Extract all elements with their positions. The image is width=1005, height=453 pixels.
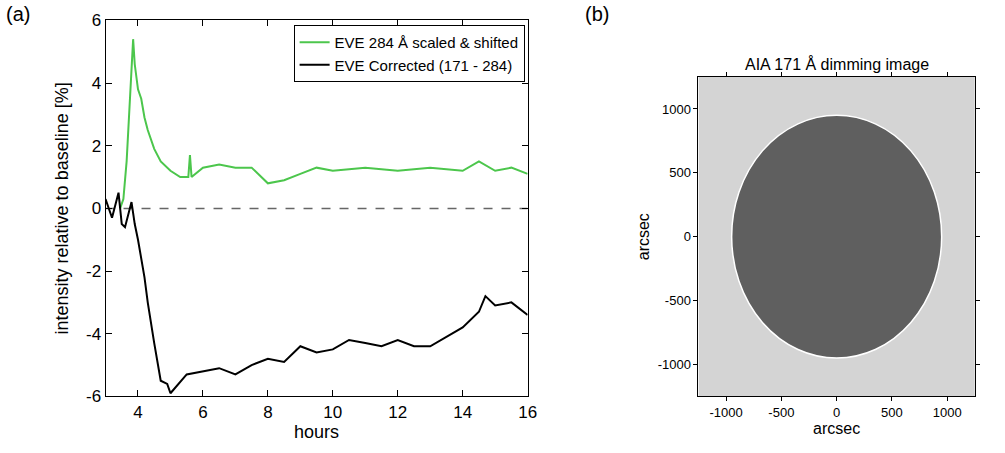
svg-text:0: 0 (833, 405, 840, 420)
svg-text:(a): (a) (6, 3, 30, 25)
svg-text:arcsec: arcsec (635, 213, 652, 260)
svg-text:2: 2 (92, 137, 101, 156)
svg-text:-1000: -1000 (709, 405, 742, 420)
svg-text:intensity relative to baseline: intensity relative to baseline [%] (52, 82, 72, 334)
svg-text:1000: 1000 (933, 405, 962, 420)
svg-text:-2: -2 (86, 262, 101, 281)
svg-text:16: 16 (518, 403, 537, 422)
svg-text:8: 8 (263, 403, 272, 422)
svg-text:(b): (b) (585, 3, 609, 25)
svg-text:10: 10 (323, 403, 342, 422)
svg-text:hours: hours (294, 422, 339, 442)
svg-text:arcsec: arcsec (813, 420, 860, 437)
svg-text:EVE Corrected (171 - 284): EVE Corrected (171 - 284) (335, 57, 513, 74)
svg-text:12: 12 (388, 403, 407, 422)
svg-text:14: 14 (453, 403, 472, 422)
svg-text:0: 0 (92, 199, 101, 218)
svg-text:4: 4 (133, 403, 142, 422)
svg-text:-4: -4 (86, 325, 101, 344)
svg-text:6: 6 (198, 403, 207, 422)
svg-text:500: 500 (881, 405, 903, 420)
svg-text:-6: -6 (86, 387, 101, 406)
svg-text:EVE 284 Å scaled & shifted: EVE 284 Å scaled & shifted (335, 34, 518, 51)
svg-text:-500: -500 (665, 293, 691, 308)
svg-text:6: 6 (92, 11, 101, 30)
svg-text:AIA 171 Å dimming image: AIA 171 Å dimming image (745, 55, 929, 73)
svg-text:0: 0 (684, 229, 691, 244)
svg-text:4: 4 (92, 74, 101, 93)
svg-text:500: 500 (669, 165, 691, 180)
svg-text:-500: -500 (768, 405, 794, 420)
svg-text:-1000: -1000 (658, 357, 691, 372)
svg-text:1000: 1000 (662, 102, 691, 117)
